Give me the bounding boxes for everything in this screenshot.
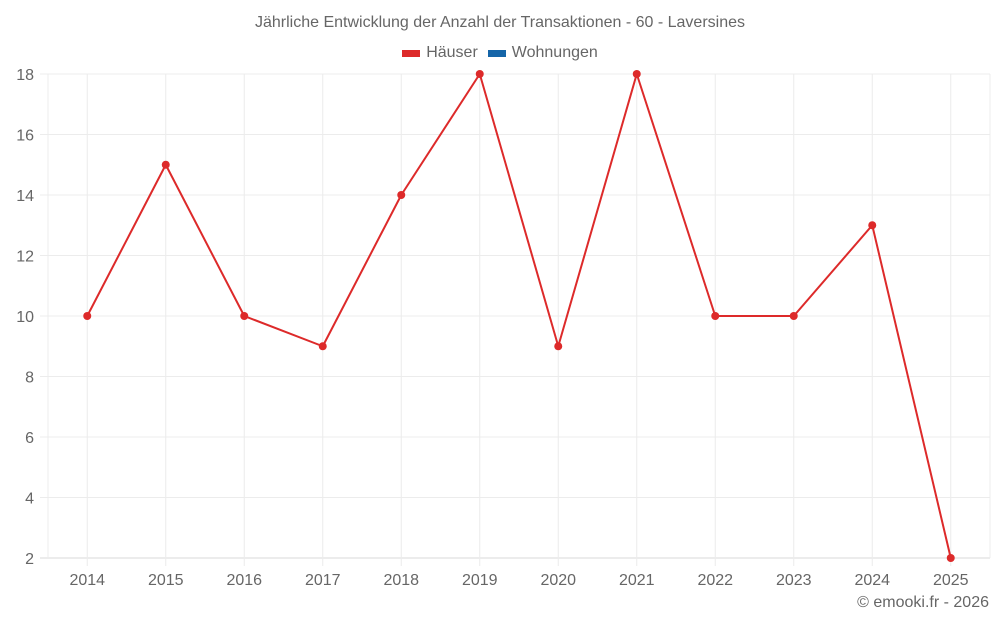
- chart-legend: Häuser Wohnungen: [0, 44, 1000, 62]
- x-tick-label: 2017: [305, 572, 341, 589]
- data-point[interactable]: [789, 312, 798, 320]
- data-point[interactable]: [318, 342, 327, 351]
- legend-swatch-haeuser: [402, 49, 421, 57]
- x-tick-label: 2023: [776, 572, 812, 589]
- data-point[interactable]: [397, 191, 406, 199]
- data-point[interactable]: [868, 221, 877, 230]
- y-tick-label: 12: [16, 249, 34, 266]
- x-tick-label: 2021: [619, 572, 655, 589]
- x-tick-label: 2024: [854, 572, 890, 589]
- y-axis: 2 4 6 8 10 12 14 16 18: [16, 67, 34, 568]
- data-point[interactable]: [554, 342, 563, 351]
- x-tick-label: 2019: [462, 572, 498, 589]
- y-tick-label: 18: [16, 67, 34, 84]
- y-tick-label: 8: [25, 370, 34, 387]
- data-point[interactable]: [475, 70, 484, 78]
- data-point[interactable]: [711, 312, 720, 320]
- x-axis: 2014 2015 2016 2017 2018 2019 2020 2021 2022 2023…: [69, 572, 968, 589]
- chart-title: Jährliche Entwicklung der Anzahl der Tra…: [254, 14, 746, 31]
- y-tick-label: 4: [25, 491, 34, 508]
- y-tick-label: 16: [16, 128, 34, 145]
- y-tick-label: 6: [25, 430, 34, 447]
- y-tick-label: 10: [16, 309, 34, 326]
- grid-lines: [40, 73, 991, 566]
- data-point[interactable]: [240, 312, 249, 320]
- y-tick-label: 2: [25, 551, 34, 568]
- x-tick-label: 2018: [383, 572, 419, 589]
- copyright-credit: © emooki.fr - 2026: [857, 594, 989, 611]
- y-tick-label: 14: [16, 188, 34, 205]
- legend-item-wohnungen[interactable]: Wohnungen: [487, 44, 598, 62]
- x-tick-label: 2025: [933, 572, 969, 589]
- legend-item-haeuser[interactable]: Häuser: [402, 44, 478, 62]
- data-point[interactable]: [83, 312, 92, 320]
- series-haeuser: [83, 70, 955, 562]
- x-tick-label: 2015: [148, 572, 184, 589]
- x-tick-label: 2020: [540, 572, 576, 589]
- data-point[interactable]: [946, 554, 955, 562]
- data-point[interactable]: [161, 160, 170, 169]
- x-tick-label: 2016: [226, 572, 262, 589]
- x-tick-label: 2014: [69, 572, 105, 589]
- x-tick-label: 2022: [697, 572, 733, 589]
- data-point[interactable]: [632, 70, 641, 78]
- legend-swatch-wohnungen: [487, 49, 506, 57]
- legend-label-wohnungen: Wohnungen: [511, 44, 598, 61]
- series-line: [86, 73, 952, 559]
- legend-label-haeuser: Häuser: [426, 44, 478, 61]
